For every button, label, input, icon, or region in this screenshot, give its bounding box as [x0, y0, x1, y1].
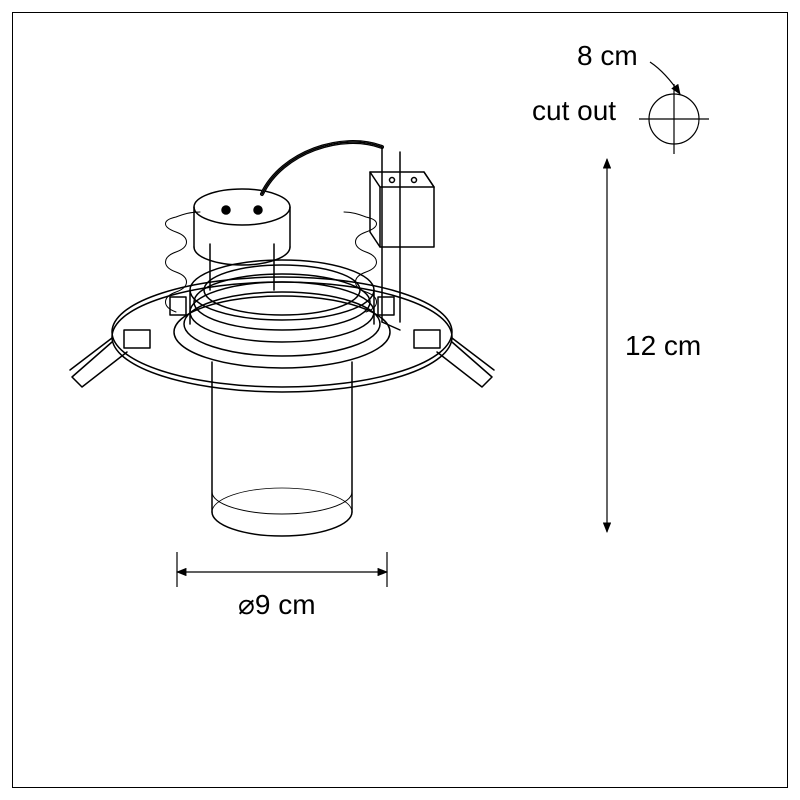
cutout-text-label: cut out: [532, 95, 616, 127]
trim-ring: [112, 260, 452, 392]
fixture-illustration: [70, 142, 494, 536]
lamp-socket-cap: [194, 142, 382, 265]
diameter-dimension: [177, 552, 387, 587]
cutout-symbol: [639, 62, 709, 154]
diameter-dim-label: ⌀9 cm: [238, 588, 316, 621]
cutout-dim-label: 8 cm: [577, 40, 638, 72]
height-dim-label: 12 cm: [625, 330, 701, 362]
technical-drawing: [12, 12, 788, 788]
lower-barrel: [212, 362, 352, 536]
